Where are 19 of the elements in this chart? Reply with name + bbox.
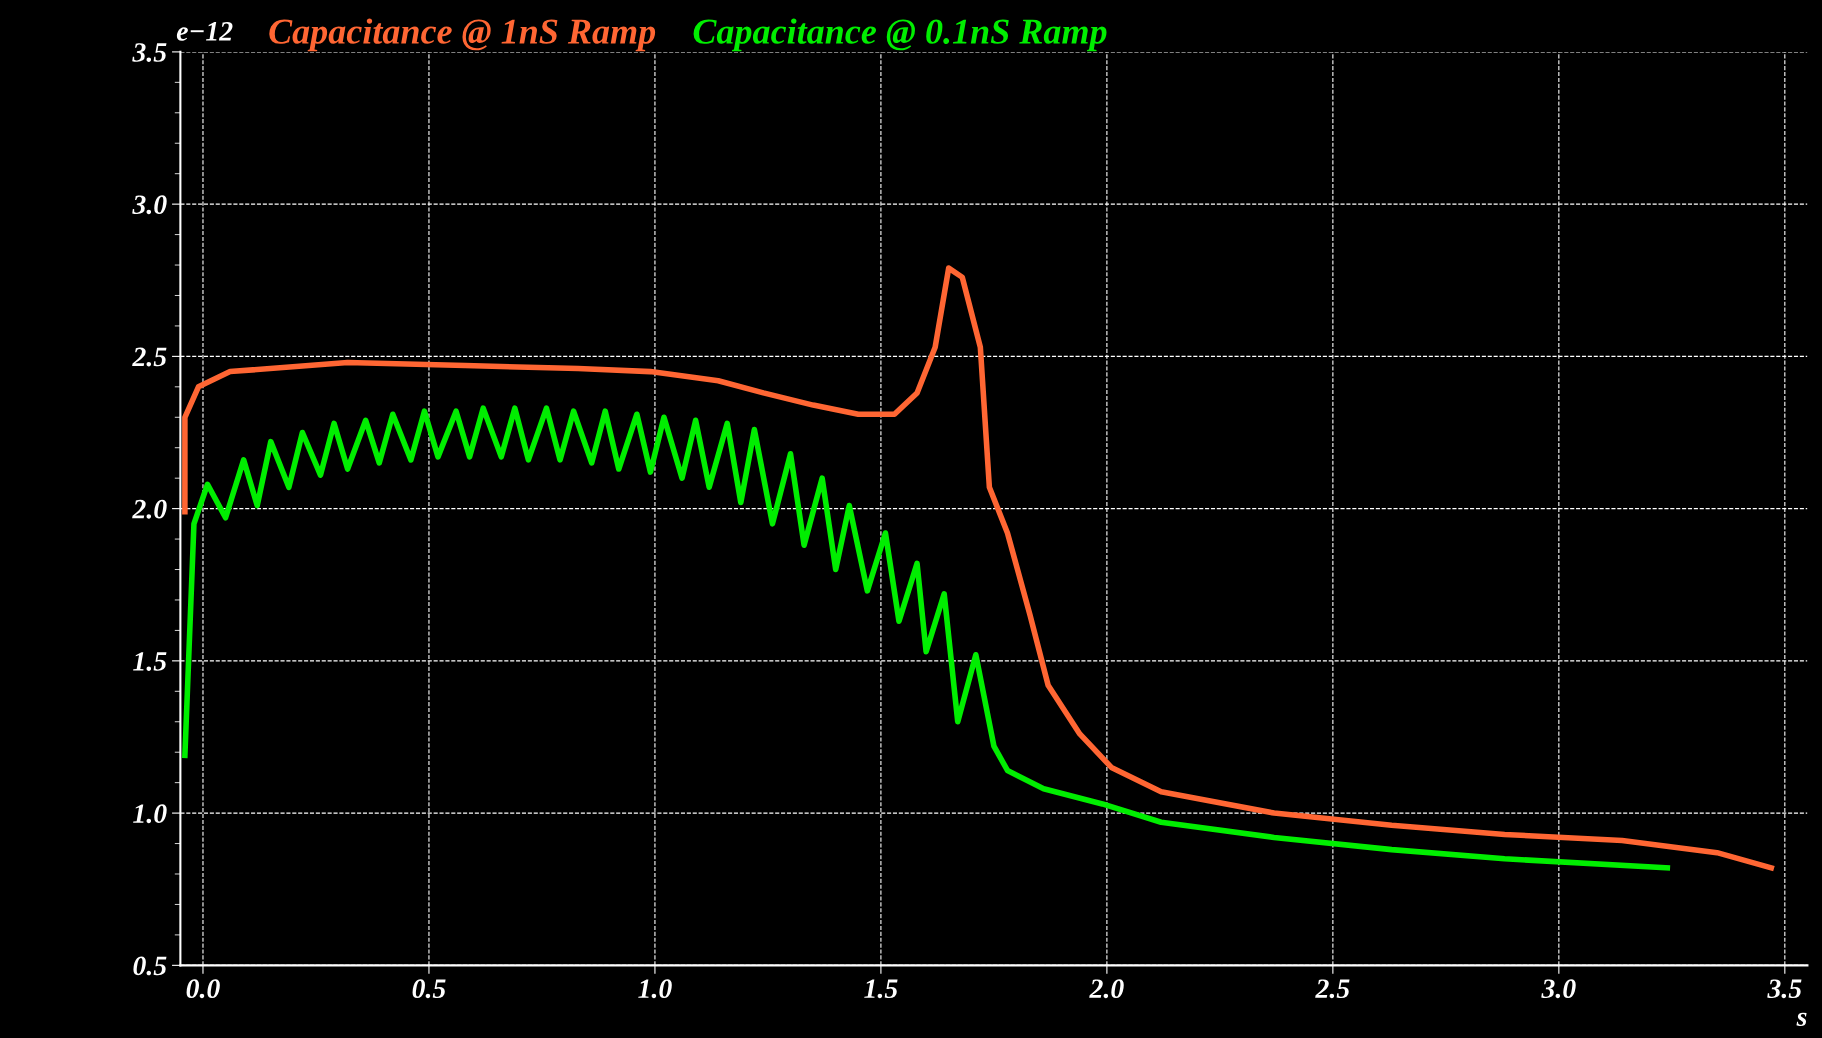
y-tick-label: 2.0 (132, 499, 167, 519)
x-tick-label: 3.5 (1767, 979, 1802, 999)
x-tick-label: 1.0 (638, 979, 672, 999)
x-tick-label: 2.5 (1315, 979, 1350, 999)
y-tick-label: 3.5 (132, 43, 167, 62)
x-tick-label: 1.5 (864, 979, 898, 999)
y-tick-label: 1.0 (133, 804, 167, 824)
text: e−12 (176, 22, 233, 41)
y-tick-label: 2.5 (132, 347, 167, 367)
y-tick-label: 0.5 (133, 956, 167, 976)
x-axis-title: s (1796, 1012, 1807, 1027)
x-tick-label: 2.0 (1089, 979, 1124, 999)
x-tick-label: 0.0 (186, 979, 220, 999)
text: Capacitance @ 1nS Ramp (269, 18, 656, 52)
text: Capacitance @ 0.1nS Ramp (693, 18, 1107, 52)
y-tick-label: 1.5 (133, 652, 167, 671)
y-tick-label: 3.0 (132, 195, 167, 215)
x-tick-label: 0.5 (412, 979, 446, 999)
x-tick-label: 3.0 (1541, 979, 1576, 999)
